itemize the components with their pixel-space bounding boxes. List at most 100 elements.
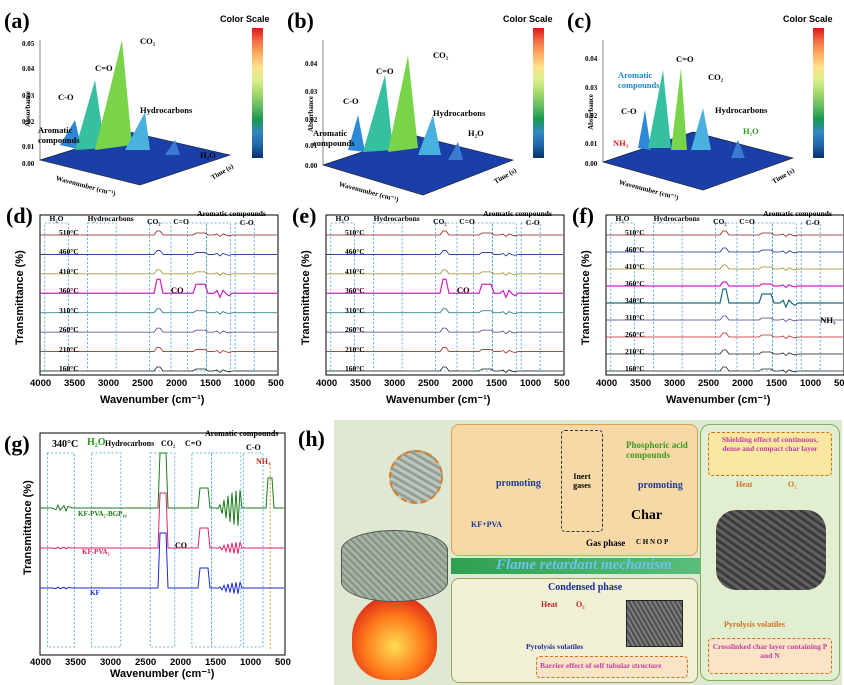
- group-label: C-O: [239, 218, 254, 227]
- x-tick: 4000: [316, 378, 338, 389]
- x-tick: 3000: [384, 378, 406, 389]
- panel-e: (e) H₂O Hydrocarbons CO₂ C=O Aromatic compoun…: [286, 203, 570, 425]
- color-scale-title: Color Scale: [220, 14, 270, 24]
- temp-label: 410°C: [59, 266, 79, 276]
- temp-label: 210°C: [59, 344, 79, 354]
- char-label: Char: [631, 508, 663, 523]
- x-tick: 1000: [520, 378, 542, 389]
- x-axis-label: Wavenumber (cm⁻¹): [386, 394, 491, 406]
- x-tick: 3000: [98, 378, 120, 389]
- panel-g: (g) 340°C H₂O Hydrocarbons CO₂ C=O Aroma…: [0, 425, 291, 685]
- annot-co: C=O: [95, 63, 113, 73]
- ftir-plot-g: [39, 432, 286, 656]
- temp-label: 360°C: [59, 286, 79, 296]
- group-co: C=O: [185, 439, 202, 448]
- ftir-axes: [325, 214, 565, 376]
- zaxis-label: Absorbance: [306, 96, 315, 132]
- temp-label: 260°C: [59, 325, 79, 335]
- condensed-title: Condensed phase: [548, 582, 623, 593]
- annot-hydrocarbons: Hydrocarbons: [140, 105, 193, 115]
- temp-label: 410°C: [345, 266, 365, 276]
- temp-label: 260°C: [625, 330, 645, 339]
- temp-label: 310°C: [59, 305, 79, 315]
- annot-c-o: C-O: [58, 92, 74, 102]
- panel-b: (b) Absorbance 0.04 0.03 0.02 0.01 0.00 …: [283, 0, 563, 205]
- x-tick: 4000: [596, 378, 618, 389]
- ztick: 0.04: [22, 65, 35, 73]
- temp-label: 210°C: [345, 344, 365, 354]
- ztick: 0.03: [585, 84, 598, 92]
- panel-d: (d) H₂O Hydrocarbons CO₂ C=O Aromatic compoun…: [0, 203, 284, 425]
- group-label: Hydrocarbons: [87, 214, 134, 223]
- temp-label: 510°C: [345, 228, 365, 237]
- group-label: C-O: [525, 218, 540, 227]
- temp-label: 410°C: [625, 262, 645, 271]
- x-tick: 4000: [30, 657, 52, 668]
- temp-label: 210°C: [625, 347, 645, 356]
- color-scale-bar: [533, 28, 544, 158]
- panel-label: (c): [567, 8, 592, 33]
- inert-gases-box: [561, 430, 603, 532]
- annot-h2o: H₂O: [468, 128, 484, 138]
- y-axis-label: Transmittance (%): [14, 250, 26, 345]
- ftir-axes: [39, 214, 279, 376]
- right-o2: O₂: [788, 480, 797, 489]
- temp-label: 160°C: [345, 364, 365, 373]
- group-label: C-O: [805, 218, 820, 227]
- color-scale-title: Color Scale: [783, 14, 833, 24]
- ztick: 0.04: [585, 55, 598, 63]
- group-label: H₂O: [335, 214, 350, 223]
- x-axis-label: Wavenumber (cm⁻¹): [100, 394, 205, 406]
- temp-label: 460°C: [59, 247, 79, 257]
- group-label: CO₂: [713, 217, 727, 226]
- panel-label: (f): [572, 203, 594, 228]
- sem-image: [626, 600, 683, 647]
- group-label: CO₂: [147, 217, 161, 226]
- x-tick: 3500: [64, 378, 86, 389]
- panel-label: (g): [4, 431, 30, 456]
- x-tick: 1500: [200, 378, 222, 389]
- ztick: 0.02: [22, 118, 35, 126]
- temp-label: 310°C: [625, 313, 645, 322]
- group-label: Hydrocarbons: [653, 214, 700, 223]
- y-axis-label: Transmittance (%): [580, 250, 592, 345]
- ftir-axes: [605, 214, 844, 376]
- group-label: C=O: [459, 217, 475, 226]
- co-label: CO: [456, 285, 470, 295]
- x-tick: 3000: [100, 657, 122, 668]
- char-mesh: [716, 510, 826, 590]
- ztick: 0.00: [22, 160, 35, 168]
- annot-co2: CO₂: [433, 50, 449, 60]
- annot-aromatic: Aromatic compounds: [313, 128, 355, 148]
- gas-phase-label: Gas phase: [586, 538, 626, 548]
- temp-label: 510°C: [59, 228, 79, 237]
- annot-co2: CO₂: [708, 72, 724, 82]
- color-scale-bar: [813, 28, 824, 158]
- ztick: 0.03: [22, 92, 35, 100]
- annot-h2o: H₂O: [200, 150, 216, 160]
- surface-plot: [38, 40, 232, 186]
- y-axis-label: Transmittance (%): [300, 250, 312, 345]
- atom-legend: C H N O P: [636, 538, 669, 546]
- co-label: CO: [175, 541, 187, 550]
- x-tick: 1000: [240, 657, 262, 668]
- ztick: 0.04: [305, 60, 318, 68]
- mechanism-title: Flame retardant mechanism: [496, 557, 672, 573]
- x-tick: 4000: [30, 378, 52, 389]
- group-aromatic: Aromatic compounds: [205, 429, 279, 438]
- barrier-label: Barrier effect of self tubular structure: [540, 661, 662, 670]
- temp-label: 360°C: [625, 279, 645, 288]
- group-nh3: NH₃: [256, 457, 271, 466]
- x-tick: 3000: [664, 378, 686, 389]
- surface-plot: [601, 40, 795, 191]
- temp-label: 310°C: [345, 305, 365, 315]
- x-tick: 2500: [132, 378, 154, 389]
- x-tick: 2500: [698, 378, 720, 389]
- ztick: 0.05: [22, 40, 35, 48]
- x-tick: 1000: [800, 378, 822, 389]
- panel-h: (h) promoting Inert gases Phosphoric aci…: [296, 420, 844, 685]
- x-tick: 2000: [452, 378, 474, 389]
- pyro-label: Pyrolysis volatiles: [526, 642, 584, 651]
- ztick: 0.00: [305, 162, 318, 170]
- panel-label: (e): [292, 203, 317, 228]
